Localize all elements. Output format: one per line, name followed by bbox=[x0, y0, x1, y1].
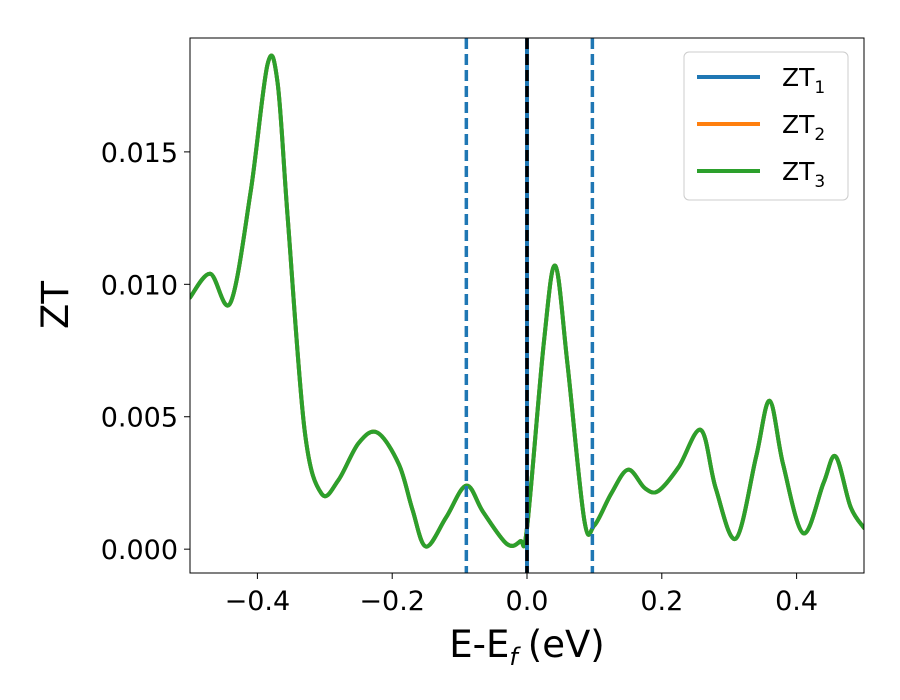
y-tick-label: 0.000 bbox=[101, 535, 178, 566]
x-axis-label-main: E-E bbox=[449, 623, 509, 666]
y-tick-label: 0.015 bbox=[101, 138, 178, 169]
x-axis-label-unit: (eV) bbox=[528, 623, 605, 666]
series-layer bbox=[190, 53, 864, 549]
x-tick-label: −0.2 bbox=[359, 586, 425, 617]
reference-lines bbox=[464, 38, 595, 573]
y-axis-label: ZT bbox=[34, 281, 77, 329]
x-tick-label: −0.4 bbox=[225, 586, 291, 617]
legend-entries: ZT1 ZT2 ZT3 bbox=[697, 63, 825, 192]
legend-label: ZT1 bbox=[782, 63, 825, 98]
x-tick-label: 0.0 bbox=[506, 586, 549, 617]
legend-label: ZT2 bbox=[782, 110, 825, 145]
y-tick-label: 0.010 bbox=[101, 270, 178, 301]
y-axis-ticks: 0.000 0.005 0.010 0.015 bbox=[101, 138, 190, 566]
x-tick-label: 0.4 bbox=[775, 586, 818, 617]
series-line-zt-3 bbox=[190, 53, 864, 549]
x-axis-ticks: −0.4 −0.2 0.0 0.2 0.4 bbox=[225, 573, 818, 617]
y-tick-label: 0.005 bbox=[101, 403, 178, 434]
legend-box bbox=[683, 51, 849, 201]
x-axis-label: E-Ef (eV) bbox=[449, 623, 605, 671]
x-axis-label-subscript: f bbox=[509, 643, 521, 671]
x-tick-label: 0.2 bbox=[640, 586, 683, 617]
legend: ZT1 ZT2 ZT3 bbox=[683, 51, 849, 201]
legend-label: ZT3 bbox=[782, 157, 825, 192]
